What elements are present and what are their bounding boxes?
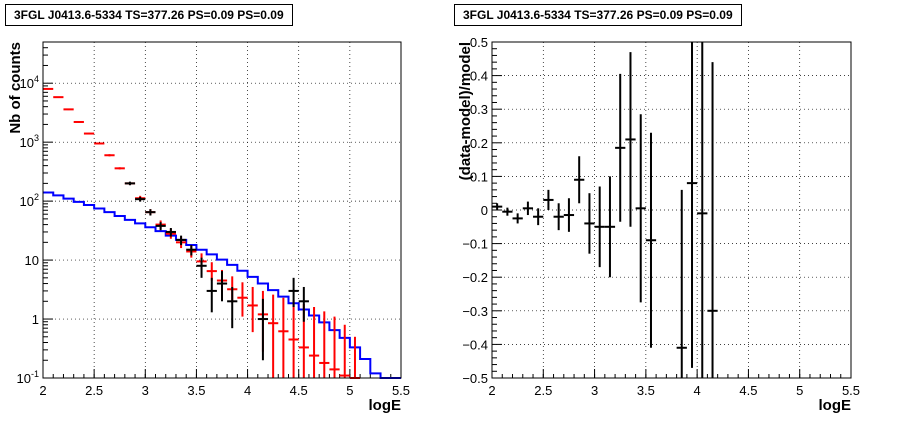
left-x-tick-label: 2.5 [85,383,103,398]
right-x-tick-label: 4.5 [739,383,757,398]
right-x-tick-label: 5 [796,383,803,398]
right-y-tick-label: 0.2 [470,136,488,151]
left-x-tick-label: 2 [39,383,46,398]
left-y-tick-label: 10 [25,253,39,268]
right-y-tick-label: 0 [481,203,488,218]
right-y-tick-label: −0.4 [462,337,488,352]
left-plot-frame [42,41,402,379]
right-x-tick-label: 5.5 [842,383,860,398]
right-plot-frame [491,41,852,379]
left-x-tick-label: 4 [244,383,251,398]
right-y-tick-label: −0.5 [462,371,488,386]
right-y-axis-label: (data-model)/model [457,42,474,180]
left-x-tick-label: 4.5 [290,383,308,398]
right-y-tick-label: −0.2 [462,270,488,285]
left-x-tick-label: 3 [142,383,149,398]
left-x-tick-label: 3.5 [187,383,205,398]
right-y-tick-label: 0.4 [470,69,488,84]
left-x-axis-label: logE [369,397,402,414]
model-step-line [43,191,401,379]
right-x-tick-label: 3.5 [637,383,655,398]
right-y-tick-label: 0.5 [470,35,488,50]
left-chart-title: 3FGL J0413.6-5334 TS=377.26 PS=0.09 PS=0… [5,4,293,26]
left-x-tick-label: 5.5 [392,383,410,398]
right-x-tick-label: 2.5 [534,383,552,398]
left-y-tick-label: 103 [20,133,39,150]
left-y-tick-label: 102 [20,192,39,209]
left-y-tick-label: 1 [32,312,39,327]
right-y-tick-label: −0.1 [462,237,488,252]
left-y-tick-label: 10-1 [17,369,39,386]
right-chart-title: 3FGL J0413.6-5334 TS=377.26 PS=0.09 PS=0… [454,4,742,26]
right-y-tick-label: −0.3 [462,304,488,319]
right-x-tick-label: 3 [591,383,598,398]
left-y-tick-label: 104 [20,74,39,91]
right-y-tick-label: 0.3 [470,102,488,117]
right-x-tick-label: 2 [488,383,495,398]
right-x-tick-label: 4 [694,383,701,398]
left-y-axis-label: Nb of counts [7,42,24,134]
left-x-tick-label: 5 [346,383,353,398]
right-x-axis-label: logE [819,397,852,414]
right-y-tick-label: 0.1 [470,169,488,184]
